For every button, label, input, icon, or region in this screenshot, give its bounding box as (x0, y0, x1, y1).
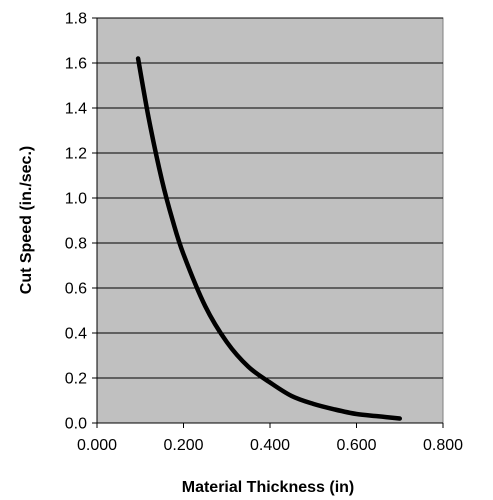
x-tick-label: 0.600 (336, 437, 376, 454)
axes (92, 17, 444, 428)
x-tick-label: 0.000 (77, 437, 117, 454)
y-axis-title: Cut Speed (in./sec.) (18, 146, 35, 294)
y-tick-label: 1.0 (65, 191, 87, 208)
y-tick-label: 1.2 (65, 146, 87, 163)
x-tick-label: 0.400 (250, 437, 290, 454)
x-tick-label: 0.800 (423, 437, 463, 454)
plot-area (96, 17, 444, 424)
cut-speed-series-line (135, 56, 402, 421)
y-tick-label: 0.8 (65, 236, 87, 253)
y-tick-label: 1.4 (65, 101, 87, 118)
tick-labels: 0.0 0.2 0.4 0.6 0.8 1.0 1.2 1.4 1.6 1.8 0.000 0.200… (65, 11, 463, 455)
y-tick-label: 1.8 (65, 11, 87, 28)
y-tick-label: 0.2 (65, 371, 87, 388)
series-layer (135, 56, 402, 421)
y-tick-label: 0.4 (65, 326, 87, 343)
y-tick-label: 0.6 (65, 281, 87, 298)
x-tick-label: 0.200 (163, 437, 203, 454)
y-tick-label: 0.0 (65, 416, 87, 433)
x-axis-title: Material Thickness (in) (182, 479, 355, 496)
y-tick-label: 1.6 (65, 56, 87, 73)
